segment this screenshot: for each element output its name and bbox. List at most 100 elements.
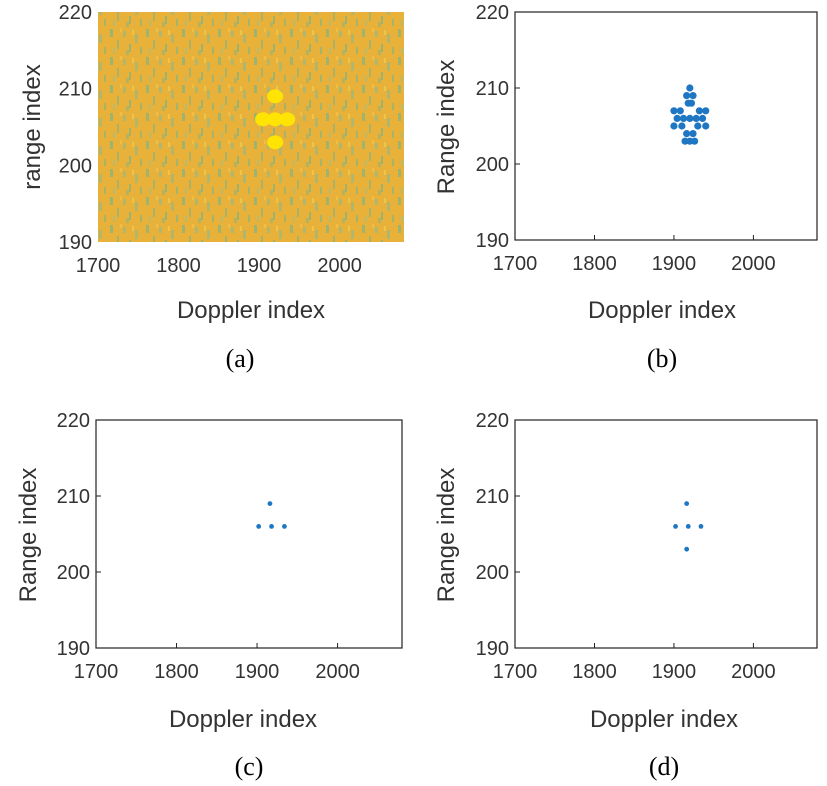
y-tick-label: 200 [476,562,509,584]
panel-a-ylabel: range index [19,64,46,189]
y-tick-label: 220 [57,410,90,432]
target-cell [279,112,296,127]
x-tick-label: 2000 [731,661,776,683]
panel-d-caption: (d) [649,752,679,781]
scatter-point [698,114,707,122]
x-tick-label: 1900 [652,661,697,683]
scatter-point [684,546,690,552]
scatter-point [686,84,694,92]
panel-c-caption: (c) [235,752,264,781]
scatter-point [679,114,688,122]
y-tick-label: 200 [476,154,509,176]
scatter-point [689,92,697,100]
scatter-point [694,122,702,130]
scatter-point [670,107,678,115]
scatter-point [678,122,686,130]
panel-d-y-ticks: 190 200 210 220 [476,410,520,660]
panel-c-ylabel: Range index [15,468,42,603]
x-tick-label: 1900 [652,253,697,275]
x-tick-label: 1800 [572,253,617,275]
target-cell [267,135,284,150]
panel-c-xlabel: Doppler index [169,706,317,733]
y-tick-label: 210 [59,79,92,101]
x-tick-label: 1800 [154,661,199,683]
x-tick-label: 1800 [156,255,201,277]
scatter-point [282,524,287,529]
panel-b-caption: (b) [647,344,677,373]
scatter-point [670,122,678,130]
scatter-point [673,524,678,529]
scatter-point [684,501,690,506]
y-tick-label: 220 [476,410,509,432]
panel-c-x-ticks: 1700 1800 1900 2000 [74,643,360,683]
x-tick-label: 1700 [76,255,121,277]
scatter-point [685,524,691,529]
scatter-point [686,114,694,122]
x-tick-label: 1700 [493,253,538,275]
panel-a-xlabel: Doppler index [177,297,325,324]
panel-a-target-cells [255,89,296,150]
y-tick-label: 190 [476,638,509,660]
panel-d-frame [514,419,818,649]
panel-b: 1700 1800 1900 2000 190 200 210 220 Doppler in… [433,2,818,373]
scatter-point [683,130,691,138]
panel-b-ylabel: Range index [433,60,460,195]
panel-b-xlabel: Doppler index [588,297,736,324]
panel-a-heatmap [98,12,404,242]
panel-a-y-ticks: 190 200 210 220 [59,2,92,254]
x-tick-label: 1700 [493,661,538,683]
panel-c-frame [95,419,403,649]
y-tick-label: 190 [59,232,92,254]
y-tick-label: 200 [59,155,92,177]
panel-d-x-ticks: 1700 1800 1900 2000 [493,643,776,683]
panel-a-x-ticks: 1700 1800 1900 2000 [76,255,362,277]
y-tick-label: 210 [57,486,90,508]
panel-c-points [256,501,287,529]
x-tick-label: 2000 [731,253,776,275]
y-tick-label: 190 [476,230,509,252]
panel-d: 1700 1800 1900 2000 190 200 210 220 Doppler in… [433,410,818,781]
scatter-point [692,114,700,122]
scatter-point [267,501,273,506]
target-cell [255,112,272,127]
panel-d-xlabel: Doppler index [590,706,738,733]
panel-d-points [673,501,704,552]
scatter-point [676,107,684,115]
target-cell [267,89,284,104]
scatter-point [691,137,699,145]
y-tick-label: 220 [59,2,92,24]
x-tick-label: 1700 [74,661,119,683]
panel-a-caption: (a) [226,344,255,373]
y-tick-label: 210 [476,78,509,100]
scatter-point [256,524,262,529]
target-cell [267,112,284,127]
panel-a-heatmap-field [98,12,404,242]
scatter-point [702,122,710,130]
panel-b-frame [514,11,818,241]
scatter-point [698,524,704,529]
panel-d-ylabel: Range index [433,468,460,603]
x-tick-label: 1900 [235,661,280,683]
x-tick-label: 2000 [315,661,360,683]
x-tick-label: 2000 [317,255,362,277]
scatter-point [695,107,703,115]
scatter-point [673,114,681,122]
panel-b-x-ticks: 1700 1800 1900 2000 [493,235,776,275]
scatter-point [702,107,710,115]
scatter-point [269,524,274,529]
scatter-point [687,99,696,107]
scatter-point [683,92,691,100]
y-tick-label: 210 [476,486,509,508]
y-tick-label: 220 [476,2,509,24]
y-tick-label: 200 [57,562,90,584]
x-tick-label: 1900 [237,255,282,277]
panel-c: 1700 1800 1900 2000 190 200 210 220 Doppler in… [15,410,403,781]
x-tick-label: 1800 [572,661,617,683]
panel-b-y-ticks: 190 200 210 220 [476,2,520,252]
panel-a: 1700 1800 1900 2000 190 200 210 220 Doppler in… [19,2,404,373]
panel-b-points [670,84,710,145]
y-tick-label: 190 [57,638,90,660]
panel-c-y-ticks: 190 200 210 220 [57,410,101,660]
scatter-point [689,130,697,138]
